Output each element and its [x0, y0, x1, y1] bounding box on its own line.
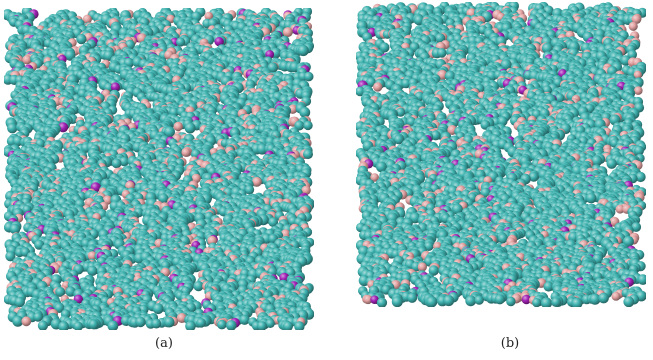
tertiary-atom [214, 37, 224, 47]
molecular-snapshot-a [4, 8, 314, 330]
secondary-atom [173, 121, 183, 132]
primary-atom [303, 120, 313, 131]
tertiary-atom [110, 82, 120, 92]
primary-atom [297, 44, 309, 57]
secondary-atom [22, 55, 32, 65]
primary-atom [303, 71, 314, 82]
primary-atom [87, 265, 98, 276]
primary-atom [193, 281, 204, 292]
atom-cluster [4, 8, 314, 330]
snapshot-panel-a [4, 8, 314, 330]
primary-atom [64, 49, 76, 61]
primary-atom [176, 37, 186, 47]
primary-atom [7, 123, 18, 134]
primary-atom [152, 303, 164, 315]
secondary-atom [181, 147, 191, 157]
secondary-atom [282, 27, 293, 38]
primary-atom [299, 107, 311, 118]
primary-atom [303, 149, 313, 160]
secondary-atom [21, 316, 32, 327]
primary-atom [76, 34, 87, 45]
secondary-atom [204, 11, 214, 21]
secondary-atom [82, 14, 92, 24]
primary-atom [111, 158, 122, 169]
primary-atom [184, 122, 196, 134]
primary-atom [33, 312, 43, 322]
